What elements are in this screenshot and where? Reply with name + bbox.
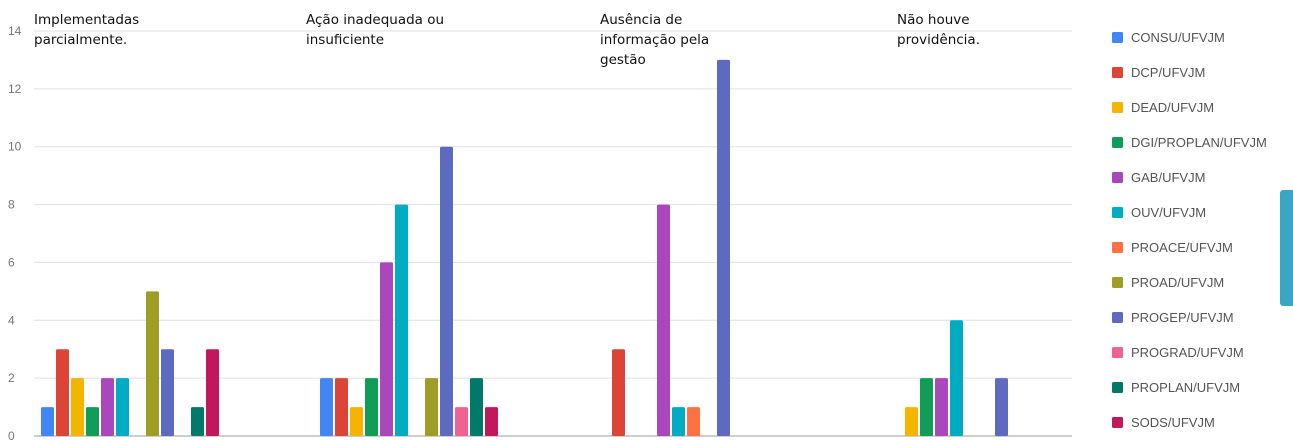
bar: [191, 407, 204, 436]
category-label: Ação inadequada ou: [306, 12, 444, 28]
legend-label: GAB/UFVJM: [1131, 170, 1205, 185]
category-label: insuficiente: [306, 32, 384, 48]
bar: [612, 349, 625, 436]
legend-swatch: [1112, 242, 1123, 253]
bar: [41, 407, 54, 436]
legend-swatch: [1112, 207, 1123, 218]
bar: [365, 378, 378, 436]
bar: [935, 378, 948, 436]
category-labels: Implementadas parcialmente. Ação inadequad…: [34, 12, 980, 68]
legend-swatch: [1112, 137, 1123, 148]
category-label: parcialmente.: [34, 32, 127, 48]
bar: [71, 378, 84, 436]
bar: [717, 59, 730, 437]
y-axis-ticks: 0 2 4 6 8 10 12 14: [8, 24, 22, 440]
bar: [687, 407, 700, 436]
side-panel-tab[interactable]: [1280, 190, 1293, 306]
legend-swatch: [1112, 277, 1123, 288]
legend-label: DCP/UFVJM: [1131, 65, 1205, 80]
bar: [161, 349, 174, 436]
bars: [41, 59, 1008, 437]
bar: [425, 378, 438, 436]
bar: [146, 291, 159, 436]
category-label: Não houve: [897, 12, 970, 28]
bar: [950, 320, 963, 436]
legend-swatch: [1112, 67, 1123, 78]
bar: [440, 146, 453, 436]
bar: [657, 204, 670, 436]
legend-label: CONSU/UFVJM: [1131, 30, 1225, 45]
legend-swatch: [1112, 102, 1123, 113]
legend-swatch: [1112, 32, 1123, 43]
legend-label: SODS/UFVJM: [1131, 415, 1215, 430]
category-label: Implementadas: [34, 12, 139, 28]
legend-label: PROPLAN/UFVJM: [1131, 380, 1240, 395]
bar: [470, 378, 483, 436]
legend-label: DEAD/UFVJM: [1131, 100, 1214, 115]
category-label: gestão: [600, 52, 646, 68]
legend-label: PROGEP/UFVJM: [1131, 310, 1234, 325]
category-label: informação pela: [600, 32, 709, 48]
bar: [56, 349, 69, 436]
y-tick-label: 6: [8, 255, 15, 269]
bar: [335, 378, 348, 436]
bar: [485, 407, 498, 436]
category-label: Ausência de: [600, 12, 682, 28]
legend-label: PROAD/UFVJM: [1131, 275, 1224, 290]
bar: [380, 262, 393, 436]
y-tick-label: 0: [8, 429, 15, 440]
legend-swatch: [1112, 417, 1123, 428]
y-tick-label: 12: [8, 82, 22, 96]
bar: [101, 378, 114, 436]
legend-swatch: [1112, 312, 1123, 323]
bar: [116, 378, 129, 436]
category-label: providência.: [897, 32, 980, 48]
bar: [920, 378, 933, 436]
legend-label: PROGRAD/UFVJM: [1131, 345, 1244, 360]
y-tick-label: 4: [8, 313, 15, 327]
bar: [995, 378, 1008, 436]
bar: [672, 407, 685, 436]
bar: [206, 349, 219, 436]
legend-swatch: [1112, 172, 1123, 183]
bar: [455, 407, 468, 436]
y-tick-label: 2: [8, 371, 15, 385]
gridlines: [34, 30, 1072, 437]
bar: [905, 407, 918, 436]
y-tick-label: 10: [8, 140, 22, 154]
legend: CONSU/UFVJM DCP/UFVJM DEAD/UFVJM DGI/PROPLA…: [1112, 30, 1267, 430]
bar: [320, 378, 333, 436]
legend-label: OUV/UFVJM: [1131, 205, 1206, 220]
y-tick-label: 14: [8, 24, 22, 38]
legend-swatch: [1112, 347, 1123, 358]
legend-label: DGI/PROPLAN/UFVJM: [1131, 135, 1267, 150]
bar: [350, 407, 363, 436]
legend-label: PROACE/UFVJM: [1131, 240, 1233, 255]
legend-swatch: [1112, 382, 1123, 393]
bar: [395, 204, 408, 436]
y-tick-label: 8: [8, 198, 15, 212]
bar: [86, 407, 99, 436]
